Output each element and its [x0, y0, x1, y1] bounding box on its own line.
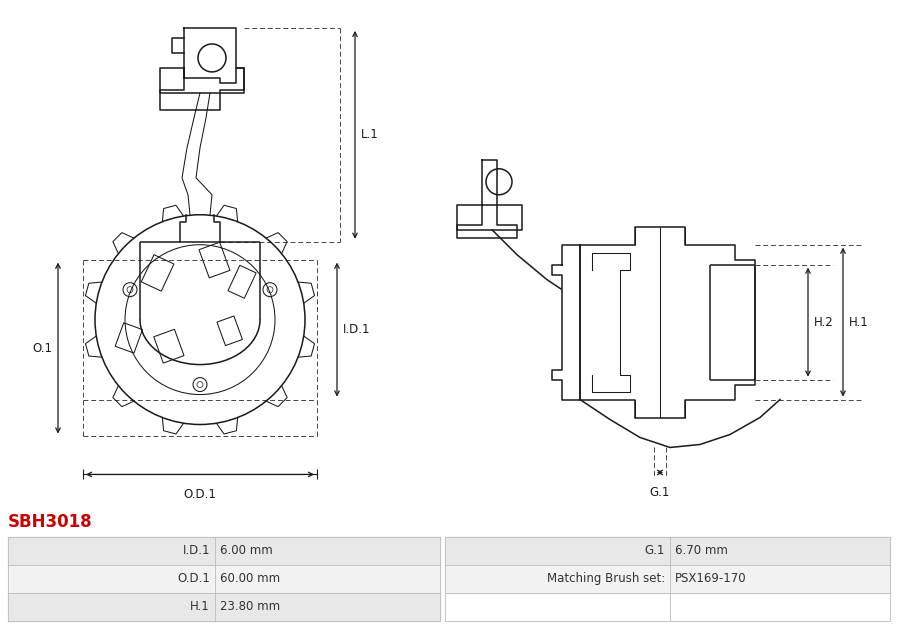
Polygon shape [552, 245, 580, 399]
Text: H.1: H.1 [190, 601, 210, 613]
Bar [115, 323, 143, 353]
Text: PSX169-170: PSX169-170 [675, 573, 746, 585]
Bar [445, 537, 890, 565]
Bar [228, 265, 257, 298]
Polygon shape [180, 215, 220, 242]
Text: O.1: O.1 [32, 342, 52, 355]
Polygon shape [160, 68, 244, 110]
Text: L.1: L.1 [361, 128, 379, 141]
Text: SBH3018: SBH3018 [8, 513, 92, 531]
Polygon shape [457, 160, 522, 230]
Bar [8, 537, 440, 565]
Text: I.D.1: I.D.1 [182, 544, 210, 557]
Polygon shape [457, 204, 517, 238]
Polygon shape [580, 227, 755, 417]
Text: O.D.1: O.D.1 [184, 488, 216, 502]
Bar [142, 255, 174, 291]
Text: H.1: H.1 [849, 316, 869, 328]
Text: 60.00 mm: 60.00 mm [220, 573, 280, 585]
Text: Matching Brush set:: Matching Brush set: [547, 573, 665, 585]
Text: I.D.1: I.D.1 [343, 323, 370, 336]
Bar [8, 565, 440, 593]
Bar [199, 242, 230, 278]
Bar [8, 593, 440, 621]
Text: 6.00 mm: 6.00 mm [220, 544, 273, 557]
Text: O.D.1: O.D.1 [177, 573, 210, 585]
Text: G.1: G.1 [645, 544, 665, 557]
Text: H.2: H.2 [814, 316, 833, 328]
Bar [445, 565, 890, 593]
Text: 23.80 mm: 23.80 mm [220, 601, 280, 613]
Bar [217, 316, 242, 346]
Bar [153, 329, 184, 363]
Text: 6.70 mm: 6.70 mm [675, 544, 727, 557]
Polygon shape [160, 28, 244, 93]
Text: G.1: G.1 [649, 486, 670, 500]
